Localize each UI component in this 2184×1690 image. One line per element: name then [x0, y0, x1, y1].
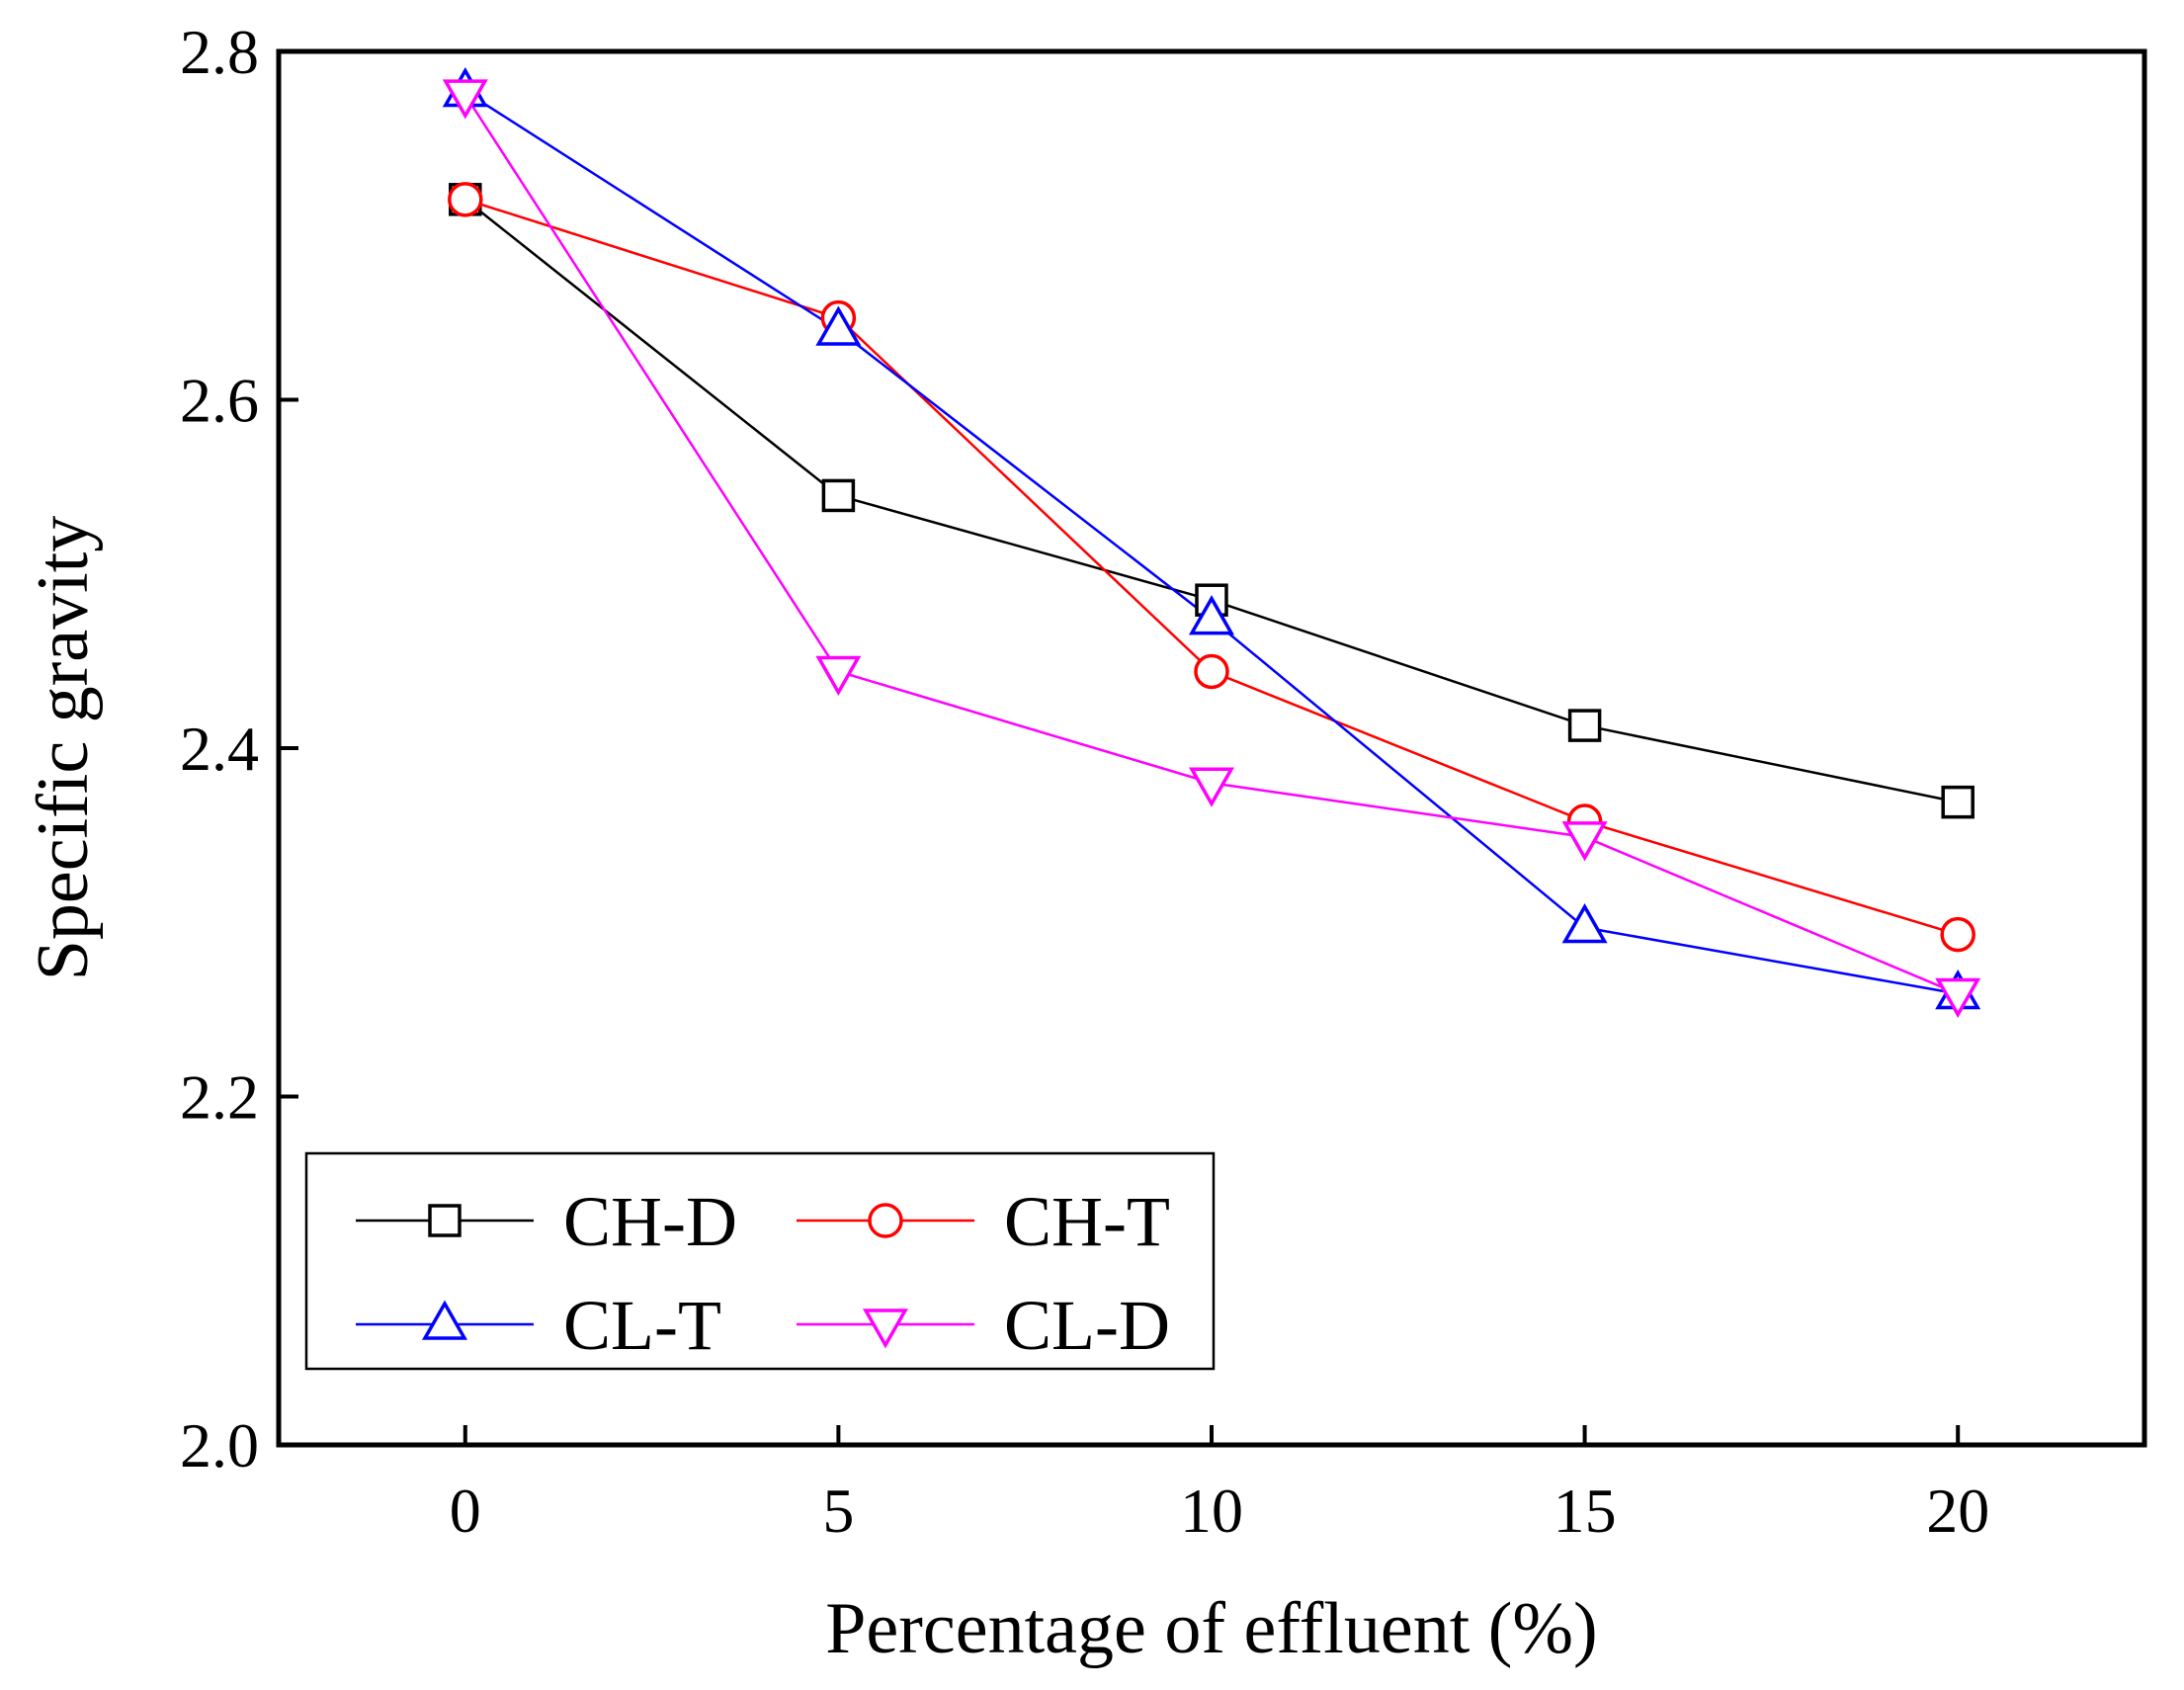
- data-point-ch-d: [1567, 709, 1602, 742]
- data-point-cl-d: [442, 79, 488, 120]
- data-point-ch-t: [1940, 916, 1975, 953]
- legend-label-cl-d: CL-D: [1004, 1286, 1170, 1365]
- data-point-cl-d: [815, 655, 862, 696]
- plot-frame: [276, 48, 2147, 1448]
- legend-marker-ch-d: [428, 1204, 462, 1237]
- x-axis-title: Percentage of effluent (%): [825, 1588, 1597, 1669]
- x-tick-label: 10: [1180, 1476, 1243, 1546]
- data-point-ch-t: [448, 182, 483, 217]
- data-point-cl-t: [815, 305, 862, 346]
- x-tick-label: 0: [450, 1476, 481, 1546]
- data-point-ch-t: [1194, 653, 1229, 690]
- legend-marker-ch-t: [868, 1203, 903, 1238]
- legend-label-ch-t: CH-T: [1004, 1182, 1170, 1261]
- y-axis-title: Specific gravity: [23, 516, 104, 981]
- data-point-cl-d: [1188, 767, 1235, 807]
- data-point-cl-d: [1561, 821, 1608, 862]
- series-group: [442, 67, 1981, 1019]
- y-tick-label: 2.0: [180, 1410, 259, 1480]
- data-point-cl-t: [1188, 595, 1235, 635]
- data-point-cl-d: [1935, 977, 1981, 1019]
- data-point-ch-d: [821, 478, 856, 513]
- x-tick-label: 15: [1554, 1476, 1617, 1546]
- y-tick-label: 2.6: [180, 366, 259, 436]
- y-tick-label: 2.2: [180, 1062, 259, 1133]
- data-point-ch-d: [1941, 785, 1974, 819]
- y-tick-label: 2.8: [180, 17, 259, 87]
- x-tick-label: 20: [1926, 1476, 1989, 1546]
- x-tick-label: 5: [822, 1476, 854, 1546]
- y-tick-label: 2.4: [180, 714, 259, 784]
- legend-marker-cl-d: [862, 1309, 909, 1349]
- axis-ticks: 0 5 10 15 20 2.0 2.2 2.4 2.6 2.8: [180, 17, 1989, 1546]
- legend-label-cl-t: CL-T: [563, 1286, 721, 1365]
- data-point-cl-t: [1561, 903, 1608, 944]
- legend-marker-cl-t: [421, 1300, 468, 1340]
- legend: CH-D CH-T CL-T CL-D: [304, 1151, 1216, 1371]
- legend-label-ch-d: CH-D: [563, 1182, 737, 1261]
